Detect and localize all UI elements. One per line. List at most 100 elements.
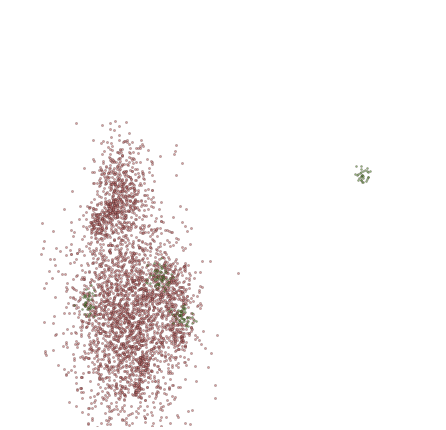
Point bbox=[179, 316, 186, 323]
Point bbox=[128, 300, 135, 307]
Point bbox=[140, 288, 147, 295]
Point bbox=[140, 356, 147, 362]
Point bbox=[115, 303, 122, 310]
Point bbox=[112, 273, 119, 280]
Point bbox=[99, 159, 106, 166]
Point bbox=[51, 261, 58, 268]
Point bbox=[109, 195, 116, 202]
Point bbox=[99, 254, 106, 261]
Point bbox=[114, 262, 121, 269]
Point bbox=[128, 333, 136, 340]
Point bbox=[132, 388, 139, 395]
Point bbox=[163, 269, 170, 276]
Point bbox=[129, 306, 136, 313]
Point bbox=[112, 384, 119, 391]
Point bbox=[117, 314, 124, 321]
Point bbox=[196, 289, 203, 296]
Point bbox=[105, 305, 112, 312]
Point bbox=[133, 267, 140, 274]
Point bbox=[156, 248, 163, 255]
Point bbox=[144, 369, 151, 375]
Point bbox=[158, 339, 165, 346]
Point bbox=[128, 346, 135, 353]
Point bbox=[150, 276, 157, 283]
Point bbox=[108, 181, 115, 188]
Point bbox=[148, 321, 155, 328]
Point bbox=[144, 156, 151, 163]
Point bbox=[130, 340, 137, 347]
Point bbox=[123, 314, 130, 321]
Point bbox=[139, 331, 146, 338]
Point bbox=[120, 286, 127, 293]
Point bbox=[101, 209, 108, 216]
Point bbox=[103, 397, 110, 404]
Point bbox=[93, 335, 100, 341]
Point bbox=[137, 321, 145, 328]
Point bbox=[162, 297, 169, 304]
Point bbox=[117, 296, 124, 303]
Point bbox=[106, 358, 113, 365]
Point bbox=[132, 338, 140, 345]
Point bbox=[169, 268, 177, 275]
Point bbox=[117, 249, 124, 256]
Point bbox=[99, 216, 106, 223]
Point bbox=[128, 265, 135, 272]
Point bbox=[152, 311, 159, 318]
Point bbox=[115, 182, 122, 189]
Point bbox=[168, 268, 175, 275]
Point bbox=[139, 367, 146, 374]
Point bbox=[114, 162, 121, 169]
Point bbox=[103, 295, 110, 302]
Point bbox=[122, 243, 129, 250]
Point bbox=[91, 311, 98, 318]
Point bbox=[107, 363, 115, 370]
Point bbox=[110, 204, 117, 211]
Point bbox=[107, 320, 115, 327]
Point bbox=[118, 223, 125, 230]
Point bbox=[359, 172, 366, 179]
Point bbox=[159, 402, 166, 409]
Point bbox=[156, 296, 163, 303]
Point bbox=[169, 242, 176, 249]
Point bbox=[192, 318, 199, 325]
Point bbox=[178, 335, 186, 342]
Point bbox=[118, 210, 125, 217]
Point bbox=[138, 286, 145, 293]
Point bbox=[104, 207, 111, 214]
Point bbox=[114, 316, 121, 323]
Point bbox=[112, 315, 119, 322]
Point bbox=[125, 209, 132, 215]
Point bbox=[87, 302, 94, 309]
Point bbox=[153, 268, 160, 275]
Point bbox=[119, 329, 126, 336]
Point bbox=[91, 169, 98, 176]
Point bbox=[122, 375, 129, 382]
Point bbox=[150, 298, 157, 305]
Point bbox=[117, 164, 124, 171]
Point bbox=[112, 160, 120, 166]
Point bbox=[121, 316, 128, 323]
Point bbox=[119, 153, 126, 160]
Point bbox=[116, 167, 123, 174]
Point bbox=[358, 177, 365, 184]
Point bbox=[88, 347, 95, 353]
Point bbox=[151, 226, 158, 233]
Point bbox=[95, 276, 102, 283]
Point bbox=[103, 276, 111, 283]
Point bbox=[133, 301, 140, 307]
Point bbox=[129, 356, 136, 362]
Point bbox=[124, 227, 132, 234]
Point bbox=[96, 180, 103, 187]
Point bbox=[90, 205, 97, 212]
Point bbox=[120, 203, 127, 210]
Point bbox=[115, 267, 122, 274]
Point bbox=[102, 332, 109, 339]
Point bbox=[149, 345, 157, 352]
Point bbox=[71, 355, 78, 362]
Point bbox=[103, 289, 110, 296]
Point bbox=[77, 373, 84, 380]
Point bbox=[127, 288, 134, 295]
Point bbox=[132, 364, 139, 371]
Point bbox=[124, 333, 131, 340]
Point bbox=[161, 267, 169, 274]
